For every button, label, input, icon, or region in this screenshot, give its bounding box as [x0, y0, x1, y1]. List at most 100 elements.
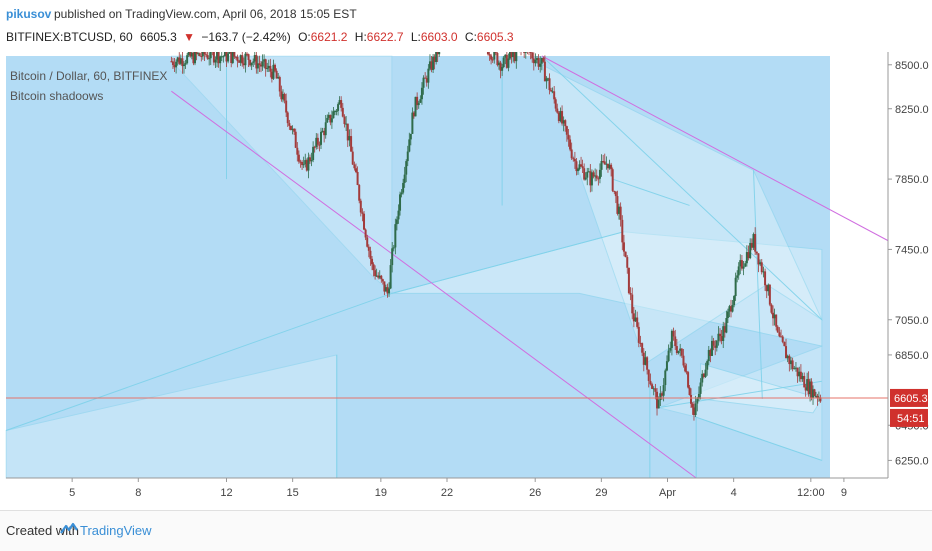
candle-body	[261, 61, 264, 67]
candle-body	[810, 381, 813, 398]
y-tick-label: 7450.0	[895, 244, 929, 256]
candle-body	[659, 393, 662, 401]
y-tick-label: 6250.0	[895, 455, 929, 467]
candle-body	[610, 164, 613, 170]
candle-body	[430, 61, 433, 70]
indicator-name[interactable]: Bitcoin shadoows	[10, 89, 103, 103]
candle-body	[304, 160, 307, 165]
author-link[interactable]: pikusov	[6, 7, 52, 21]
candle-body	[656, 391, 659, 409]
trendline-layer	[171, 55, 889, 479]
candle-body	[770, 304, 773, 313]
candle-body	[190, 52, 193, 57]
candle-body	[234, 56, 237, 58]
shadow-line	[391, 231, 624, 294]
candle-body	[425, 78, 428, 83]
candle-body	[717, 333, 720, 341]
candle-body	[294, 131, 297, 148]
candle-body	[793, 368, 796, 370]
axis-layer: 8500.08250.07850.07450.07050.06850.06450…	[6, 52, 929, 499]
candle-body	[581, 166, 584, 169]
candle-body	[490, 55, 493, 60]
candle-body	[749, 242, 752, 259]
candle-body	[247, 54, 250, 60]
candle-body	[364, 229, 367, 238]
candle-body	[386, 287, 389, 294]
candle-body	[329, 114, 332, 123]
tradingview-brand-link[interactable]: TradingView	[80, 523, 152, 538]
candle-body	[406, 151, 409, 162]
candle-body	[786, 355, 789, 359]
candle-body	[281, 93, 284, 100]
candle-body	[806, 379, 809, 391]
candle-body	[380, 275, 383, 280]
candle-body	[302, 164, 305, 166]
price-chart-svg[interactable]: 8500.08250.07850.07450.07050.06850.06450…	[0, 13, 932, 508]
candle-body	[316, 137, 319, 145]
candle-body	[720, 336, 723, 341]
candle-body	[496, 53, 499, 66]
candle-body	[644, 357, 647, 365]
candle-body	[189, 49, 192, 57]
candle-body	[400, 192, 403, 195]
candle-body	[631, 294, 634, 314]
candle-body	[737, 266, 740, 276]
candle-body	[719, 333, 722, 337]
candle-body	[411, 112, 414, 134]
last-price: 6605.3	[140, 30, 177, 44]
candle-body	[617, 206, 620, 214]
candle-body	[578, 164, 581, 169]
candle-body	[670, 330, 673, 348]
candle-body	[657, 400, 660, 409]
candle-body	[388, 288, 391, 294]
candle-body	[742, 266, 745, 269]
candle-body	[773, 314, 776, 319]
candle-body	[231, 51, 234, 63]
candle-body	[488, 54, 491, 56]
candle-body	[216, 51, 219, 60]
candle-body	[536, 58, 539, 60]
candle-body	[286, 112, 289, 124]
candle-body	[219, 56, 222, 64]
tradingview-logo-icon[interactable]	[60, 521, 78, 537]
candle-body	[687, 372, 690, 388]
candle-body	[696, 398, 699, 404]
high-label: H:	[354, 30, 367, 44]
candle-body	[192, 52, 195, 64]
candle-body	[260, 64, 263, 67]
candle-body	[750, 242, 753, 248]
candle-body	[812, 389, 815, 398]
chart-area[interactable]: 8500.08250.07850.07450.07050.06850.06450…	[0, 13, 932, 508]
candle-body	[392, 247, 395, 249]
x-tick-label: Apr	[659, 487, 676, 499]
candle-body	[270, 71, 273, 79]
candle-body	[611, 169, 614, 191]
candle-body	[369, 250, 372, 259]
candle-body	[200, 56, 203, 58]
y-tick-label: 7850.0	[895, 174, 929, 186]
candle-body	[497, 62, 500, 66]
candle-body	[214, 59, 217, 63]
candle-body	[768, 284, 771, 305]
candle-body	[553, 91, 556, 100]
candle-body	[680, 348, 683, 356]
candle-body	[706, 361, 709, 370]
candle-body	[580, 164, 583, 167]
candle-body	[529, 51, 532, 53]
candle-body	[597, 178, 600, 180]
candle-body	[796, 367, 799, 377]
candle-body	[667, 350, 670, 362]
candle-body	[275, 70, 278, 79]
candle-body	[375, 275, 378, 277]
candle-body	[305, 160, 308, 171]
symbol-label[interactable]: BITFINEX:BTCUSD, 60	[6, 30, 133, 44]
published-text: published on TradingView.com, April 06, …	[54, 7, 357, 21]
candle-body	[652, 388, 655, 390]
candle-body	[414, 96, 417, 117]
candle-body	[409, 133, 412, 140]
candle-body	[701, 373, 704, 383]
candle-body	[723, 326, 726, 333]
shadow-line	[5, 292, 393, 431]
candle-body	[252, 61, 255, 63]
candle-body	[377, 275, 380, 278]
